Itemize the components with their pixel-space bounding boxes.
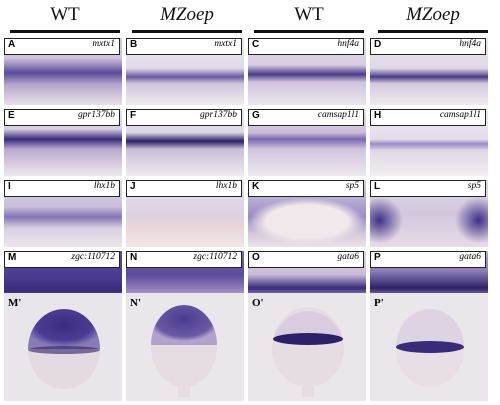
- gene-label: lhx1b: [215, 181, 237, 191]
- panel-letter: O': [252, 297, 264, 309]
- panel-letter: D: [374, 39, 382, 50]
- panel-letter: B: [130, 39, 138, 50]
- panel-letter: K: [252, 181, 260, 192]
- panel-letter: J: [130, 181, 136, 192]
- gene-label: hnf4a: [459, 39, 481, 49]
- panel-p-prime: P': [370, 293, 488, 401]
- gene-label: camsap1l1: [317, 110, 359, 120]
- gene-label: gpr137bb: [78, 110, 115, 120]
- panel-letter: N: [130, 252, 138, 263]
- gene-label: mxtx1: [214, 39, 237, 49]
- gene-label: sp5: [467, 181, 481, 191]
- embryo-n-prime: [151, 305, 217, 397]
- gene-label: mxtx1: [92, 39, 115, 49]
- header-wt-2: WT: [294, 4, 324, 25]
- panel-letter: G: [252, 110, 260, 121]
- gene-label: lhx1b: [93, 181, 115, 191]
- gene-label: sp5: [345, 181, 359, 191]
- gene-label: gata6: [459, 252, 481, 262]
- panel-letter: H: [374, 110, 382, 121]
- gene-label: zgc:110712: [71, 252, 115, 262]
- panel-letter: E: [8, 110, 15, 121]
- panel-letter: M: [8, 252, 17, 263]
- gene-label: camsap1l1: [439, 110, 481, 120]
- header-mzoep-1: MZoep: [160, 4, 214, 25]
- header-underline: [378, 30, 488, 33]
- panel-letter: O: [252, 252, 260, 263]
- panel-o-prime: O': [248, 293, 366, 401]
- panel-letter: P: [374, 252, 381, 263]
- header-underline: [132, 30, 242, 33]
- gene-label: hnf4a: [337, 39, 359, 49]
- embryo-o-prime: [272, 307, 344, 397]
- gene-label: gpr137bb: [200, 110, 237, 120]
- panel-letter: A: [8, 39, 16, 50]
- panel-letter: F: [130, 110, 137, 121]
- panel-m-prime: M': [4, 293, 122, 401]
- panel-letter: P': [374, 297, 384, 309]
- gene-label: gata6: [337, 252, 359, 262]
- panel-n-prime: N': [126, 293, 244, 401]
- header-underline: [254, 30, 364, 33]
- header-mzoep-2: MZoep: [406, 4, 460, 25]
- header-wt-1: WT: [50, 4, 80, 25]
- panel-letter: L: [374, 181, 381, 192]
- panel-letter: I: [8, 181, 11, 192]
- panel-letter: C: [252, 39, 260, 50]
- header-underline: [10, 30, 120, 33]
- gene-label: zgc:110712: [193, 252, 237, 262]
- panel-letter: N': [130, 297, 141, 309]
- embryo-p-prime: [396, 309, 464, 387]
- panel-letter: M': [8, 297, 22, 309]
- embryo-m-prime: [28, 309, 100, 389]
